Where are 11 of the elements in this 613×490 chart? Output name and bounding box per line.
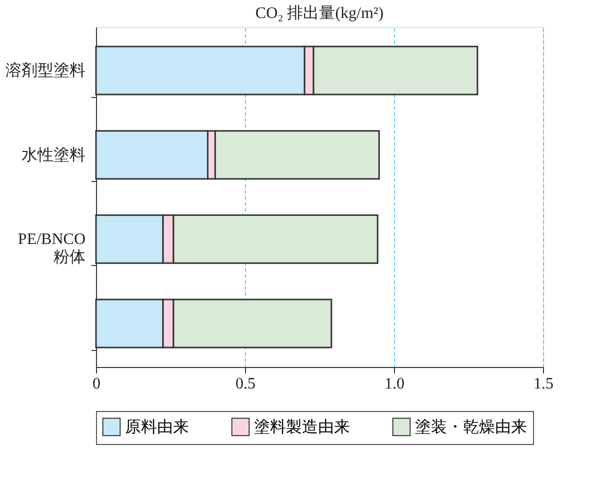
x-tick-label: 0.5 [236, 376, 256, 392]
y-tick-label: 水性塗料 [22, 146, 86, 164]
x-tick-label: 0 [92, 376, 100, 392]
chart-title: CO₂ 排出量(kg/m²) [255, 4, 384, 22]
y-tick-label: 溶剤型塗料 [6, 61, 86, 80]
y-tick-label: PE/BNCO 粉体 [18, 231, 86, 266]
x-tick-label: 1.5 [534, 376, 554, 392]
legend-label: 塗装・乾燥由来 [415, 418, 527, 436]
x-tick-label: 1.0 [384, 376, 404, 392]
legend-label: 原料由来 [125, 418, 189, 436]
legend-label: 塗料製造由来 [254, 418, 350, 436]
